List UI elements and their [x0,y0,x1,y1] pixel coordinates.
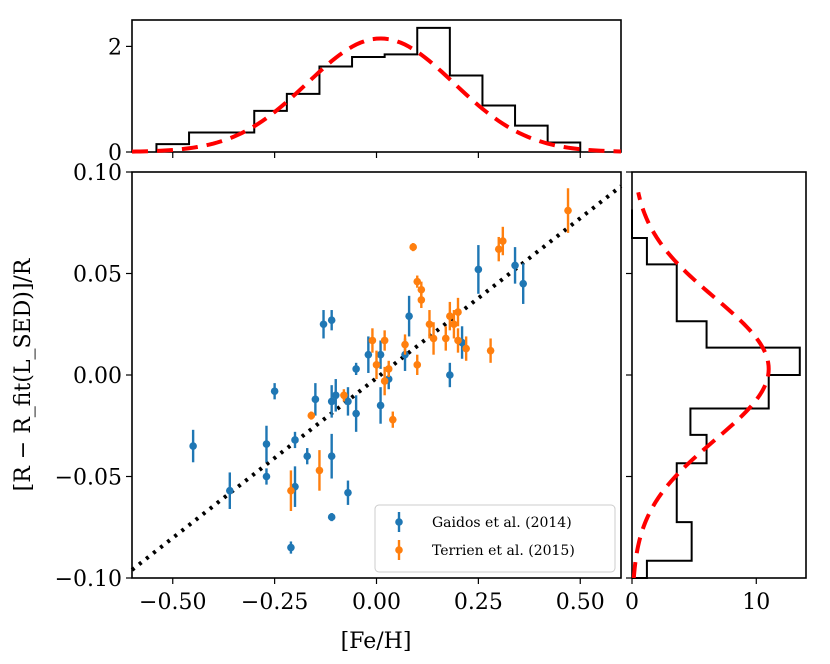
legend-label-gaidos: Gaidos et al. (2014) [432,515,572,531]
data-point [262,440,271,448]
top-histogram-panel: 02 [108,19,622,166]
x-tick-label: 0.25 [454,590,503,615]
data-point [327,397,336,406]
data-point [446,371,454,379]
top-y-tick-label: 0 [108,141,122,166]
data-point [189,442,197,450]
data-point [441,334,450,343]
data-point [376,401,385,410]
data-point [303,452,312,461]
data-point [413,277,422,286]
data-point [352,409,360,418]
data-point [331,391,340,400]
data-point [344,397,352,406]
data-point [519,279,527,288]
data-point [450,320,458,329]
data-point [384,365,393,373]
y-tick-label: 0.05 [73,263,122,288]
data-point [417,296,426,304]
data-point [511,261,519,270]
data-point [291,436,299,444]
data-point [327,316,336,324]
data-point [307,411,316,420]
data-point [364,350,373,359]
top-gaussian-fit-curve [131,36,622,154]
y-tick-label: 0.00 [73,364,122,389]
data-point [564,206,572,215]
data-point [417,285,426,294]
y-tick-label: 0.10 [73,161,122,186]
x-tick-label: 0.50 [556,590,605,615]
data-point [380,377,389,385]
data-point [368,336,377,345]
data-point [311,395,320,404]
legend: Gaidos et al. (2014) Terrien et al. (201… [374,504,616,573]
legend-label-terrien: Terrien et al. (2015) [432,543,575,559]
data-point [319,320,328,329]
data-point [226,486,234,495]
data-point [494,245,503,253]
x-tick-label: 0.00 [352,590,401,615]
y-tick-label: −0.05 [55,466,122,491]
data-point [262,472,271,481]
data-point [270,387,279,396]
top-histogram-steps [155,26,582,152]
data-point [413,361,422,369]
data-point [344,488,352,497]
data-point [446,312,454,320]
right-histogram-steps [631,209,801,579]
data-point [380,336,389,345]
data-point [405,312,413,320]
data-point [287,486,295,495]
data-point [425,320,434,329]
data-point [327,452,336,461]
data-point [499,237,507,245]
legend-marker-terrien-dot [395,546,403,554]
data-point [315,466,324,475]
data-point [287,543,295,552]
data-point [486,346,495,355]
data-point [454,336,462,345]
right-histogram-panel: 0 10 [625,171,807,615]
data-point [474,265,483,274]
data-point [401,340,409,349]
data-point [372,361,381,369]
legend-box [374,504,616,573]
data-point [429,334,438,343]
right-x-tick-label: 0 [625,590,639,615]
top-y-tick-label: 2 [108,35,122,60]
data-point [462,344,470,353]
y-tick-label: −0.10 [55,567,122,592]
y-axis-label: [R − R_fit(L_SED)]/R [11,257,36,491]
right-x-tick-label: 10 [742,590,770,615]
data-point [352,365,360,373]
data-point [389,415,397,424]
data-point [454,308,462,316]
x-tick-label: −0.25 [241,590,308,615]
data-point [409,243,417,251]
legend-marker-gaidos-dot [395,518,403,526]
main-scatter-panel: −0.50 −0.25 0.00 0.25 0.50 −0.10 −0.05 0.00 0.05… [55,161,623,615]
data-point [376,350,385,359]
x-axis-label: [Fe/H] [341,629,412,654]
right-gaussian-fit-curve [631,191,771,579]
x-tick-label: −0.50 [139,590,206,615]
data-point [340,391,348,400]
data-point [327,513,336,521]
